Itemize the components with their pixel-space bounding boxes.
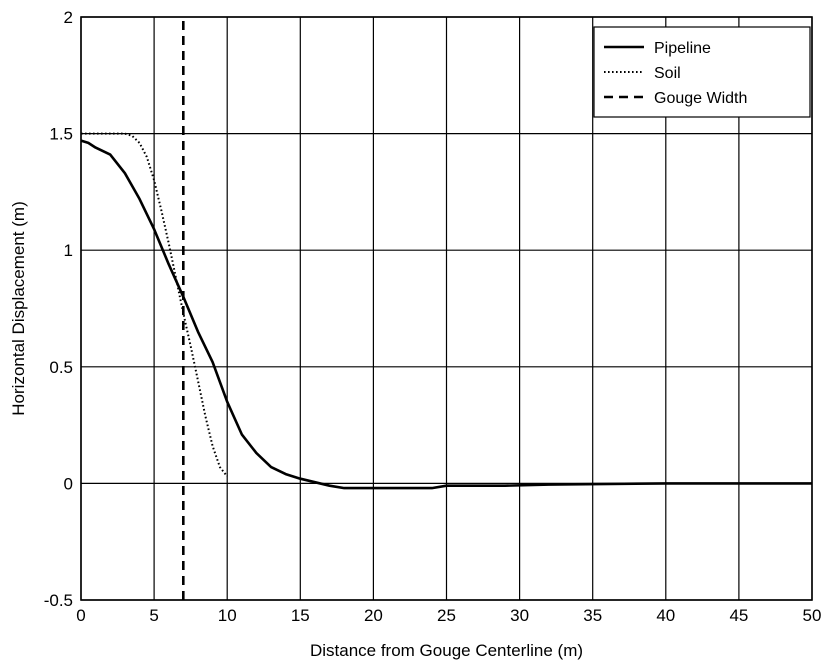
legend-label: Soil	[654, 65, 681, 82]
y-tick-label: 0.5	[49, 358, 73, 377]
x-tick-label: 30	[510, 606, 529, 625]
legend-label: Gouge Width	[654, 90, 747, 107]
y-tick-label: -0.5	[44, 591, 73, 610]
y-tick-label: 2	[64, 8, 73, 27]
legend: Pipeline Soil Gouge Width	[593, 26, 811, 118]
series-pipeline-line	[80, 139, 812, 490]
x-tick-label: 10	[218, 606, 237, 625]
x-tick-label: 25	[437, 606, 456, 625]
plot-frame	[80, 16, 813, 601]
y-tick-label: 0	[64, 474, 73, 493]
x-tick-label: 0	[76, 606, 85, 625]
x-tick-label: 35	[583, 606, 602, 625]
x-tick-label: 45	[729, 606, 748, 625]
x-tick-label: 15	[291, 606, 310, 625]
y-tick-label: 1	[64, 241, 73, 260]
tick-labels: 0 5 10 15 20 25 30 35 40 45 50-0.500.511.52	[44, 8, 822, 625]
series-soil-line	[81, 132, 228, 478]
legend-box	[593, 26, 811, 118]
x-tick-label: 20	[364, 606, 383, 625]
y-tick-label: 1.5	[49, 125, 73, 144]
legend-label: Pipeline	[654, 40, 711, 57]
y-axis-label: Horizontal Displacement (m)	[9, 201, 28, 415]
x-tick-label: 5	[149, 606, 158, 625]
x-axis-label: Distance from Gouge Centerline (m)	[310, 641, 583, 660]
x-tick-label: 50	[803, 606, 822, 625]
x-tick-label: 40	[656, 606, 675, 625]
series-group	[80, 17, 812, 600]
